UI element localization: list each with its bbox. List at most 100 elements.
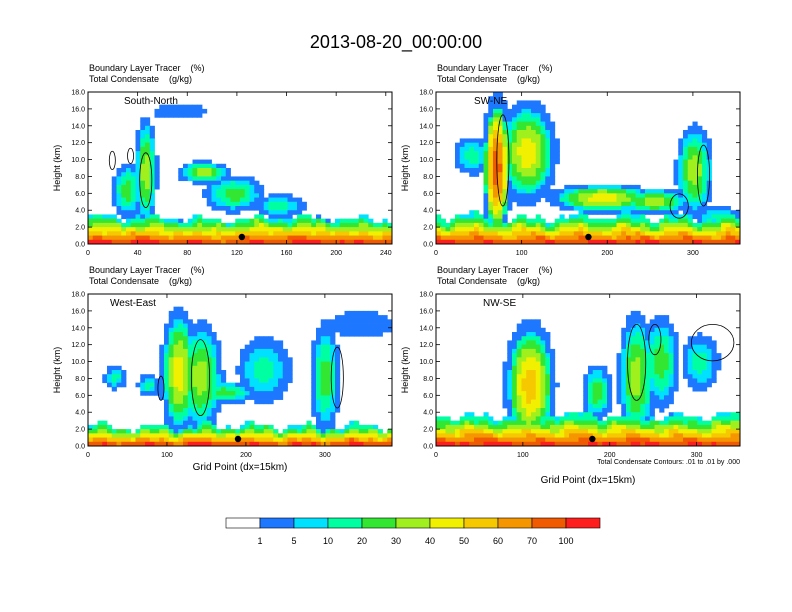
field-cell (630, 370, 636, 375)
field-cell (335, 357, 341, 362)
field-cell (521, 227, 527, 232)
field-cell (382, 433, 388, 438)
field-cell (668, 412, 674, 417)
field-cell (702, 239, 708, 244)
field-cell (240, 189, 246, 194)
field-cell (173, 391, 179, 396)
field-cell (564, 222, 570, 228)
field-cell (659, 424, 665, 430)
field-cell (654, 420, 660, 426)
field-cell (621, 184, 627, 190)
field-cell (597, 399, 603, 405)
field-cell (483, 210, 489, 215)
field-cell (287, 424, 293, 430)
field-cell (535, 163, 541, 169)
field-cell (578, 416, 584, 422)
field-cell (488, 163, 494, 169)
field-cell (502, 416, 508, 422)
field-cell (521, 437, 527, 443)
field-cell (164, 403, 170, 409)
field-cell (145, 218, 151, 224)
field-cell (126, 210, 132, 215)
field-cell (535, 239, 541, 244)
field-cell (483, 412, 489, 417)
field-cell (436, 231, 442, 236)
field-cell (645, 327, 651, 333)
field-cell (668, 323, 674, 329)
field-cell (564, 424, 570, 430)
field-cell (382, 319, 388, 324)
field-cell (692, 231, 698, 236)
field-cell (149, 151, 155, 156)
field-cell (640, 399, 646, 405)
field-cell (339, 315, 345, 320)
field-cell (649, 365, 655, 371)
field-cell (325, 429, 331, 434)
field-cell (387, 222, 392, 228)
field-cell (521, 108, 527, 114)
field-cell (602, 382, 608, 388)
field-cell (645, 206, 651, 211)
field-cell (249, 197, 255, 203)
field-cell (683, 227, 689, 232)
field-cell (645, 197, 651, 203)
field-cell (545, 403, 551, 409)
field-cell (621, 420, 627, 426)
field-cell (516, 353, 522, 358)
field-cell (278, 361, 284, 367)
field-cell (559, 420, 565, 426)
field-cell (687, 365, 693, 371)
field-cell (730, 239, 736, 244)
field-cell (130, 197, 136, 203)
field-cell (225, 433, 231, 438)
field-cell (545, 163, 551, 169)
field-cell (178, 391, 184, 396)
field-cell (531, 424, 537, 430)
field-cell (702, 130, 708, 135)
field-cell (287, 201, 293, 207)
field-cell (664, 441, 670, 446)
field-cell (697, 142, 703, 148)
field-cell (325, 340, 331, 346)
field-cell (377, 441, 383, 446)
field-cell (187, 433, 193, 438)
field-cell (630, 378, 636, 384)
field-cell (483, 206, 489, 211)
field-cell (526, 142, 532, 148)
field-cell (102, 222, 108, 228)
field-cell (159, 391, 165, 396)
field-cell (692, 357, 698, 362)
field-cell (531, 386, 537, 392)
field-cell (535, 327, 541, 333)
field-cell (450, 437, 456, 443)
field-cell (630, 382, 636, 388)
field-cell (702, 429, 708, 434)
location-marker (234, 435, 242, 443)
field-cell (249, 433, 255, 438)
field-cell (497, 437, 503, 443)
panel-label: SW-NE (474, 96, 507, 107)
field-cell (592, 197, 598, 203)
field-cell (630, 239, 636, 244)
field-cell (640, 353, 646, 358)
field-cell (178, 319, 184, 324)
field-cell (626, 357, 632, 362)
field-cell (645, 231, 651, 236)
field-cell (445, 239, 451, 244)
field-cell (664, 429, 670, 434)
field-cell (702, 206, 708, 211)
field-cell (306, 218, 312, 224)
field-cell (497, 130, 503, 135)
field-cell (659, 206, 665, 211)
field-cell (730, 424, 736, 430)
field-cell (512, 142, 518, 148)
colorbar-label: 70 (527, 536, 537, 546)
field-cell (706, 361, 712, 367)
field-cell (249, 235, 255, 241)
field-cell (725, 437, 731, 443)
field-cell (716, 361, 722, 367)
field-cell (512, 151, 518, 156)
field-cell (216, 378, 222, 384)
field-cell (330, 399, 336, 405)
field-cell (502, 399, 508, 405)
